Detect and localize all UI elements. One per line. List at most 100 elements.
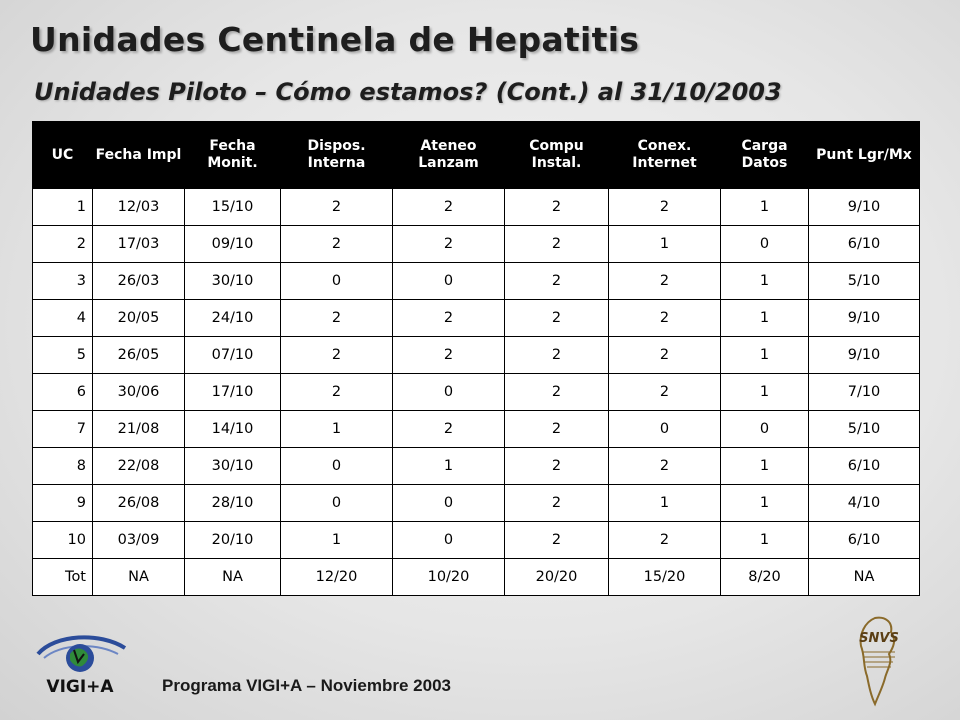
table-cell: 1 — [720, 521, 809, 559]
table-cell: 2 — [504, 336, 609, 374]
table-cell: 22/08 — [92, 447, 185, 485]
table-row: 8 22/08 30/10 0 1 2 2 1 6/10 — [32, 447, 920, 485]
table-cell: 26/03 — [92, 262, 185, 300]
table-cell: 03/09 — [92, 521, 185, 559]
table-total-row: Tot NA NA 12/20 10/20 20/20 15/20 8/20 NA — [32, 558, 920, 596]
table-cell: 2 — [608, 373, 721, 411]
table-cell: 7/10 — [808, 373, 920, 411]
table-cell: 2 — [504, 188, 609, 226]
table-cell: 0 — [720, 225, 809, 263]
table-cell: 8/20 — [720, 558, 809, 596]
table-row: 9 26/08 28/10 0 0 2 1 1 4/10 — [32, 484, 920, 522]
table-cell: 14/10 — [184, 410, 281, 448]
table-cell: 2 — [608, 336, 721, 374]
table-cell: 2 — [504, 447, 609, 485]
table-cell: 20/10 — [184, 521, 281, 559]
table-cell: 2 — [392, 299, 505, 337]
table-cell: 1 — [392, 447, 505, 485]
table-cell: 1 — [720, 484, 809, 522]
table-cell: 20/05 — [92, 299, 185, 337]
table-cell: 9/10 — [808, 188, 920, 226]
table-row: 3 26/03 30/10 0 0 2 2 1 5/10 — [32, 262, 920, 300]
table-cell: NA — [808, 558, 920, 596]
table-cell: 07/10 — [184, 336, 281, 374]
table-row: 5 26/05 07/10 2 2 2 2 1 9/10 — [32, 336, 920, 374]
table-cell: 2 — [504, 225, 609, 263]
status-table: UC Fecha Impl Fecha Monit. Dispos. Interna A… — [32, 121, 920, 596]
footer-program-text: Programa VIGI+A – Noviembre 2003 — [162, 676, 451, 695]
vigia-logo-text: VIGI+A — [46, 677, 114, 696]
table-cell: 3 — [32, 262, 93, 300]
table-cell: 2 — [280, 188, 393, 226]
table-cell: Tot — [32, 558, 93, 596]
table-cell: 24/10 — [184, 299, 281, 337]
vigia-logo-icon: VIGI+A — [36, 635, 127, 696]
table-cell: 5/10 — [808, 262, 920, 300]
status-table-container: UC Fecha Impl Fecha Monit. Dispos. Interna A… — [32, 121, 920, 596]
table-cell: 2 — [504, 299, 609, 337]
table-cell: 7 — [32, 410, 93, 448]
table-cell: 6/10 — [808, 521, 920, 559]
table-cell: 26/05 — [92, 336, 185, 374]
table-cell: 6/10 — [808, 225, 920, 263]
table-cell: NA — [184, 558, 281, 596]
table-cell: 9 — [32, 484, 93, 522]
table-cell: 1 — [720, 188, 809, 226]
table-row: 4 20/05 24/10 2 2 2 2 1 9/10 — [32, 299, 920, 337]
snvs-argentina-map-icon: SNVS — [859, 616, 899, 707]
table-cell: 28/10 — [184, 484, 281, 522]
table-cell: 9/10 — [808, 299, 920, 337]
table-cell: 2 — [32, 225, 93, 263]
table-header-row: UC Fecha Impl Fecha Monit. Dispos. Interna A… — [32, 121, 920, 189]
table-cell: 5 — [32, 336, 93, 374]
table-row: 10 03/09 20/10 1 0 2 2 1 6/10 — [32, 521, 920, 559]
table-cell: 2 — [392, 225, 505, 263]
table-cell: 1 — [608, 484, 721, 522]
table-cell: 2 — [392, 336, 505, 374]
page-title: Unidades Centinela de Hepatitis — [30, 20, 640, 59]
table-cell: 2 — [504, 484, 609, 522]
table-cell: 12/03 — [92, 188, 185, 226]
column-header: Compu Instal. — [504, 121, 609, 189]
table-cell: 2 — [504, 262, 609, 300]
table-cell: 2 — [280, 299, 393, 337]
table-cell: 6/10 — [808, 447, 920, 485]
table-body: 1 12/03 15/10 2 2 2 2 1 9/10 2 17/03 09/10 2 2 2 1 0 6/10… — [32, 188, 920, 596]
table-cell: 0 — [280, 262, 393, 300]
table-cell: 17/03 — [92, 225, 185, 263]
table-cell: 09/10 — [184, 225, 281, 263]
table-cell: 8 — [32, 447, 93, 485]
table-cell: 2 — [280, 336, 393, 374]
table-cell: 2 — [608, 188, 721, 226]
column-header: Ateneo Lanzam — [392, 121, 505, 189]
table-cell: 30/10 — [184, 262, 281, 300]
table-row: 6 30/06 17/10 2 0 2 2 1 7/10 — [32, 373, 920, 411]
column-header: Carga Datos — [720, 121, 809, 189]
snvs-logo-text: SNVS — [859, 631, 899, 646]
table-cell: 1 — [720, 336, 809, 374]
table-cell: 2 — [280, 373, 393, 411]
column-header: Conex. Internet — [608, 121, 721, 189]
table-cell: 2 — [504, 521, 609, 559]
table-cell: 2 — [504, 410, 609, 448]
table-cell: 1 — [32, 188, 93, 226]
column-header: Fecha Impl — [92, 121, 185, 189]
table-cell: 20/20 — [504, 558, 609, 596]
table-cell: 0 — [280, 447, 393, 485]
table-cell: 1 — [720, 299, 809, 337]
table-cell: 2 — [280, 225, 393, 263]
column-header: Dispos. Interna — [280, 121, 393, 189]
table-cell: 17/10 — [184, 373, 281, 411]
table-cell: 2 — [608, 447, 721, 485]
table-cell: 21/08 — [92, 410, 185, 448]
table-cell: 2 — [608, 521, 721, 559]
table-cell: 30/10 — [184, 447, 281, 485]
table-cell: 0 — [720, 410, 809, 448]
table-cell: 10 — [32, 521, 93, 559]
table-cell: 5/10 — [808, 410, 920, 448]
table-cell: 1 — [720, 447, 809, 485]
table-cell: 2 — [608, 299, 721, 337]
table-cell: 15/20 — [608, 558, 721, 596]
table-cell: 1 — [720, 373, 809, 411]
table-cell: 1 — [608, 225, 721, 263]
